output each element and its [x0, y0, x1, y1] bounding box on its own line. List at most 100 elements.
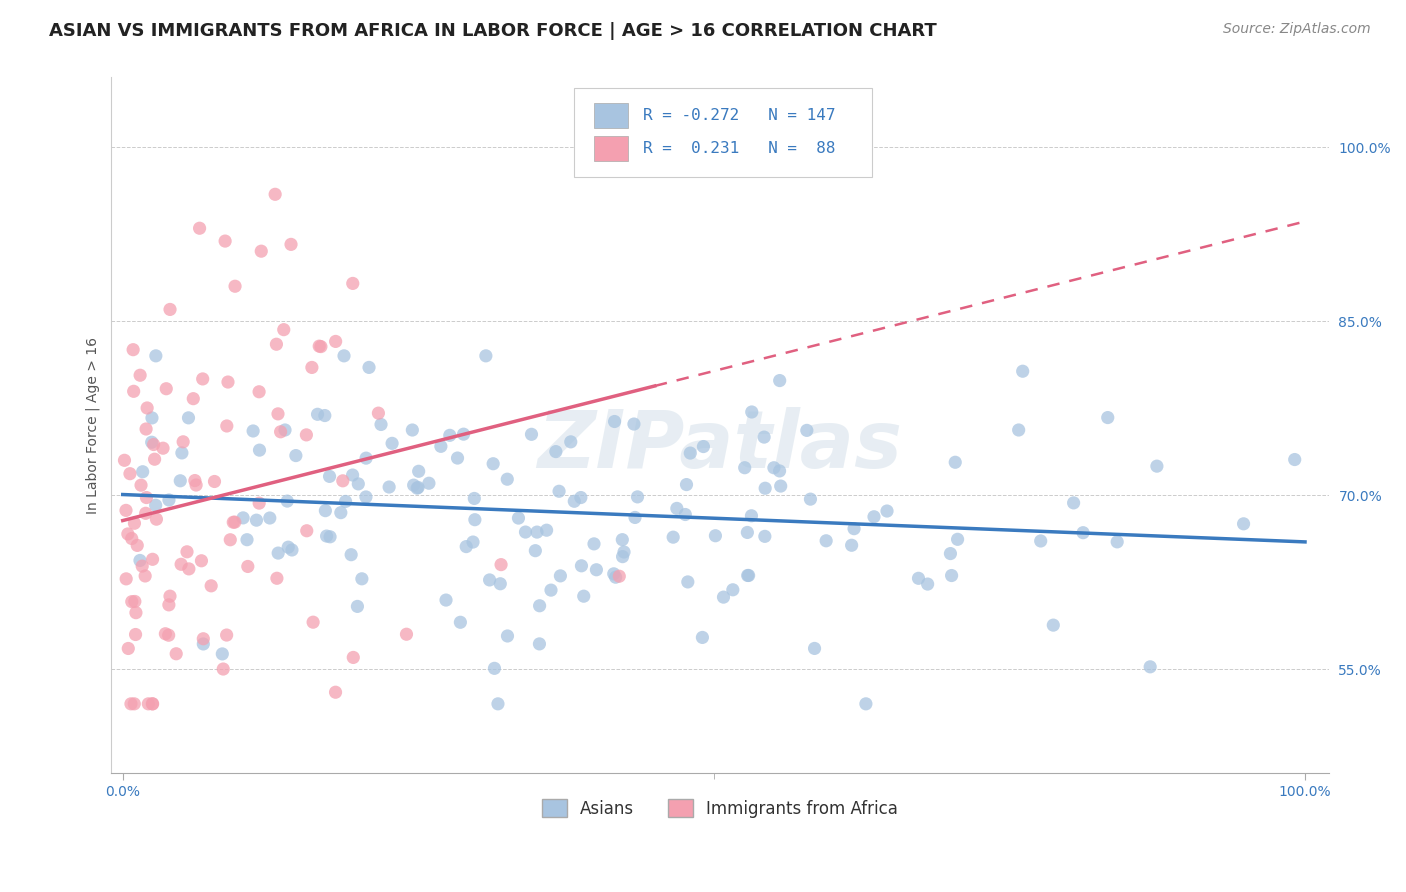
- Point: [134, 569, 156, 583]
- Point: [453, 427, 475, 442]
- Point: [325, 334, 347, 349]
- Point: [118, 467, 141, 481]
- Point: [863, 509, 886, 524]
- Point: [125, 606, 148, 620]
- Point: [176, 545, 198, 559]
- Point: [188, 221, 211, 235]
- Point: [395, 627, 418, 641]
- Point: [1011, 364, 1033, 378]
- Point: [370, 417, 392, 432]
- Point: [524, 543, 547, 558]
- Point: [157, 598, 180, 612]
- Point: [165, 647, 187, 661]
- Point: [129, 478, 152, 492]
- Point: [855, 697, 877, 711]
- Point: [603, 415, 626, 429]
- Point: [329, 506, 352, 520]
- Point: [612, 533, 634, 547]
- Point: [193, 632, 215, 646]
- Point: [603, 566, 626, 581]
- Point: [249, 443, 271, 458]
- Point: [152, 441, 174, 455]
- Point: [769, 479, 792, 493]
- Point: [463, 491, 485, 506]
- Point: [142, 552, 165, 566]
- Point: [943, 455, 966, 469]
- Point: [907, 571, 929, 585]
- Point: [281, 543, 304, 558]
- Point: [402, 478, 425, 492]
- Point: [769, 374, 792, 388]
- Point: [713, 590, 735, 604]
- Point: [439, 428, 461, 442]
- FancyBboxPatch shape: [574, 88, 872, 177]
- Point: [232, 511, 254, 525]
- Point: [692, 440, 714, 454]
- Point: [117, 641, 139, 656]
- Point: [612, 549, 634, 564]
- Point: [129, 553, 152, 567]
- Point: [456, 540, 478, 554]
- Point: [191, 372, 214, 386]
- Point: [354, 490, 377, 504]
- Point: [217, 375, 239, 389]
- Point: [737, 568, 759, 582]
- Point: [1029, 533, 1052, 548]
- Point: [170, 558, 193, 572]
- Point: [406, 480, 429, 494]
- Point: [540, 583, 562, 598]
- Point: [941, 568, 963, 582]
- Point: [841, 538, 863, 552]
- Point: [486, 697, 509, 711]
- Point: [572, 589, 595, 603]
- Point: [314, 503, 336, 517]
- Point: [114, 453, 136, 467]
- Point: [357, 360, 380, 375]
- Point: [367, 406, 389, 420]
- Point: [1107, 534, 1129, 549]
- Point: [115, 503, 138, 517]
- Point: [734, 460, 756, 475]
- Point: [270, 425, 292, 439]
- Point: [721, 582, 744, 597]
- Point: [768, 464, 790, 478]
- Point: [529, 637, 551, 651]
- Point: [170, 446, 193, 460]
- Point: [489, 558, 512, 572]
- Point: [378, 480, 401, 494]
- Text: Source: ZipAtlas.com: Source: ZipAtlas.com: [1223, 22, 1371, 37]
- Point: [624, 510, 647, 524]
- Point: [335, 494, 357, 508]
- Point: [184, 474, 207, 488]
- Point: [212, 662, 235, 676]
- Point: [135, 422, 157, 436]
- Point: [482, 457, 505, 471]
- Text: R =  0.231   N =  88: R = 0.231 N = 88: [643, 141, 835, 156]
- Point: [122, 384, 145, 399]
- Point: [302, 615, 325, 630]
- Point: [544, 444, 567, 458]
- Point: [673, 508, 696, 522]
- Point: [117, 527, 139, 541]
- Point: [135, 491, 157, 505]
- Point: [184, 478, 207, 492]
- Point: [222, 515, 245, 529]
- Point: [401, 423, 423, 437]
- Point: [155, 626, 177, 640]
- Point: [169, 474, 191, 488]
- Point: [585, 563, 607, 577]
- Point: [284, 449, 307, 463]
- Point: [582, 537, 605, 551]
- Point: [489, 576, 512, 591]
- Point: [181, 392, 204, 406]
- Point: [346, 599, 368, 614]
- Point: [434, 593, 457, 607]
- Point: [815, 533, 838, 548]
- Point: [141, 435, 163, 450]
- Point: [496, 472, 519, 486]
- Point: [1232, 516, 1254, 531]
- Point: [676, 574, 699, 589]
- Point: [276, 494, 298, 508]
- Point: [121, 532, 143, 546]
- Point: [129, 368, 152, 383]
